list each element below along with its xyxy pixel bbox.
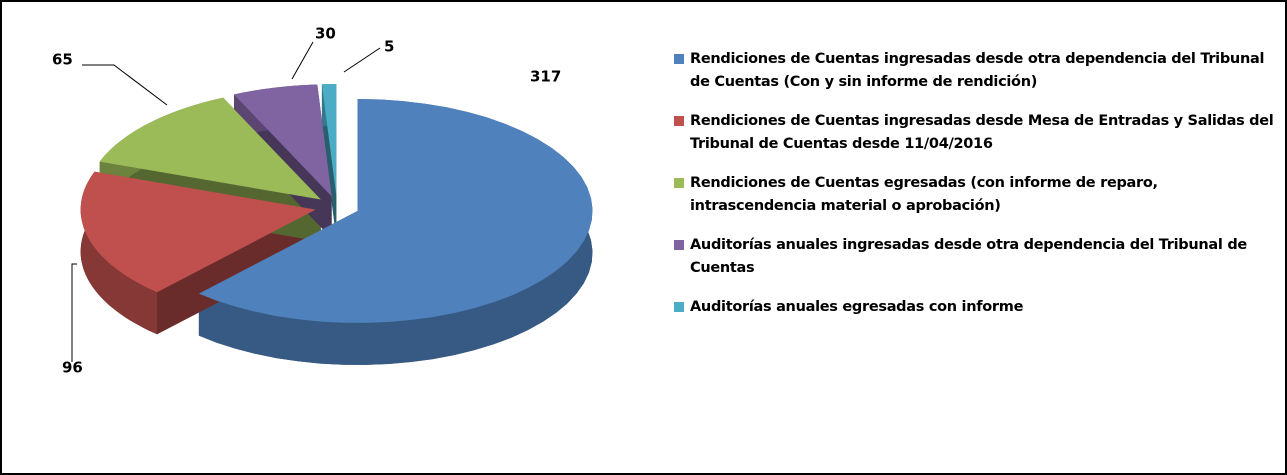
legend-label: Rendiciones de Cuentas ingresadas desde … xyxy=(690,51,1265,90)
data-label: 5 xyxy=(384,38,394,56)
legend-label: Rendiciones de Cuentas ingresadas desde … xyxy=(690,113,1274,152)
pie-slice xyxy=(234,84,332,197)
legend-item: Auditorías anuales ingresadas desde otra… xyxy=(674,234,1286,280)
data-label: 317 xyxy=(530,68,561,86)
leader-line xyxy=(71,263,77,362)
leader-line xyxy=(82,64,168,106)
legend-item: Rendiciones de Cuentas egresadas (con in… xyxy=(674,172,1286,218)
leader-line xyxy=(291,41,314,80)
pie-slice xyxy=(198,99,593,323)
leader-line xyxy=(343,47,381,73)
legend-swatch xyxy=(674,54,684,64)
data-label: 65 xyxy=(52,51,73,69)
data-label: 96 xyxy=(62,359,83,377)
legend-swatch xyxy=(674,116,684,126)
slice-side xyxy=(198,99,593,365)
pie-tops xyxy=(80,84,593,323)
legend-item: Auditorías anuales egresadas con informe xyxy=(674,296,1286,319)
legend-label: Auditorías anuales egresadas con informe xyxy=(690,299,1024,315)
legend-item: Rendiciones de Cuentas ingresadas desde … xyxy=(674,110,1286,156)
legend-item: Rendiciones de Cuentas ingresadas desde … xyxy=(674,48,1286,94)
data-label: 30 xyxy=(315,25,336,43)
legend-label: Rendiciones de Cuentas egresadas (con in… xyxy=(690,175,1158,214)
legend-label: Auditorías anuales ingresadas desde otra… xyxy=(690,237,1247,276)
legend-swatch xyxy=(674,178,684,188)
legend-swatch xyxy=(674,302,684,312)
pie-slice xyxy=(321,84,337,197)
pie-slice xyxy=(80,171,316,293)
slice-side xyxy=(80,171,157,335)
legend-swatch xyxy=(674,240,684,250)
pie-chart: 317 96 65 30 5 xyxy=(52,25,593,377)
legend: Rendiciones de Cuentas ingresadas desde … xyxy=(674,48,1286,335)
pie-slice xyxy=(99,97,321,200)
